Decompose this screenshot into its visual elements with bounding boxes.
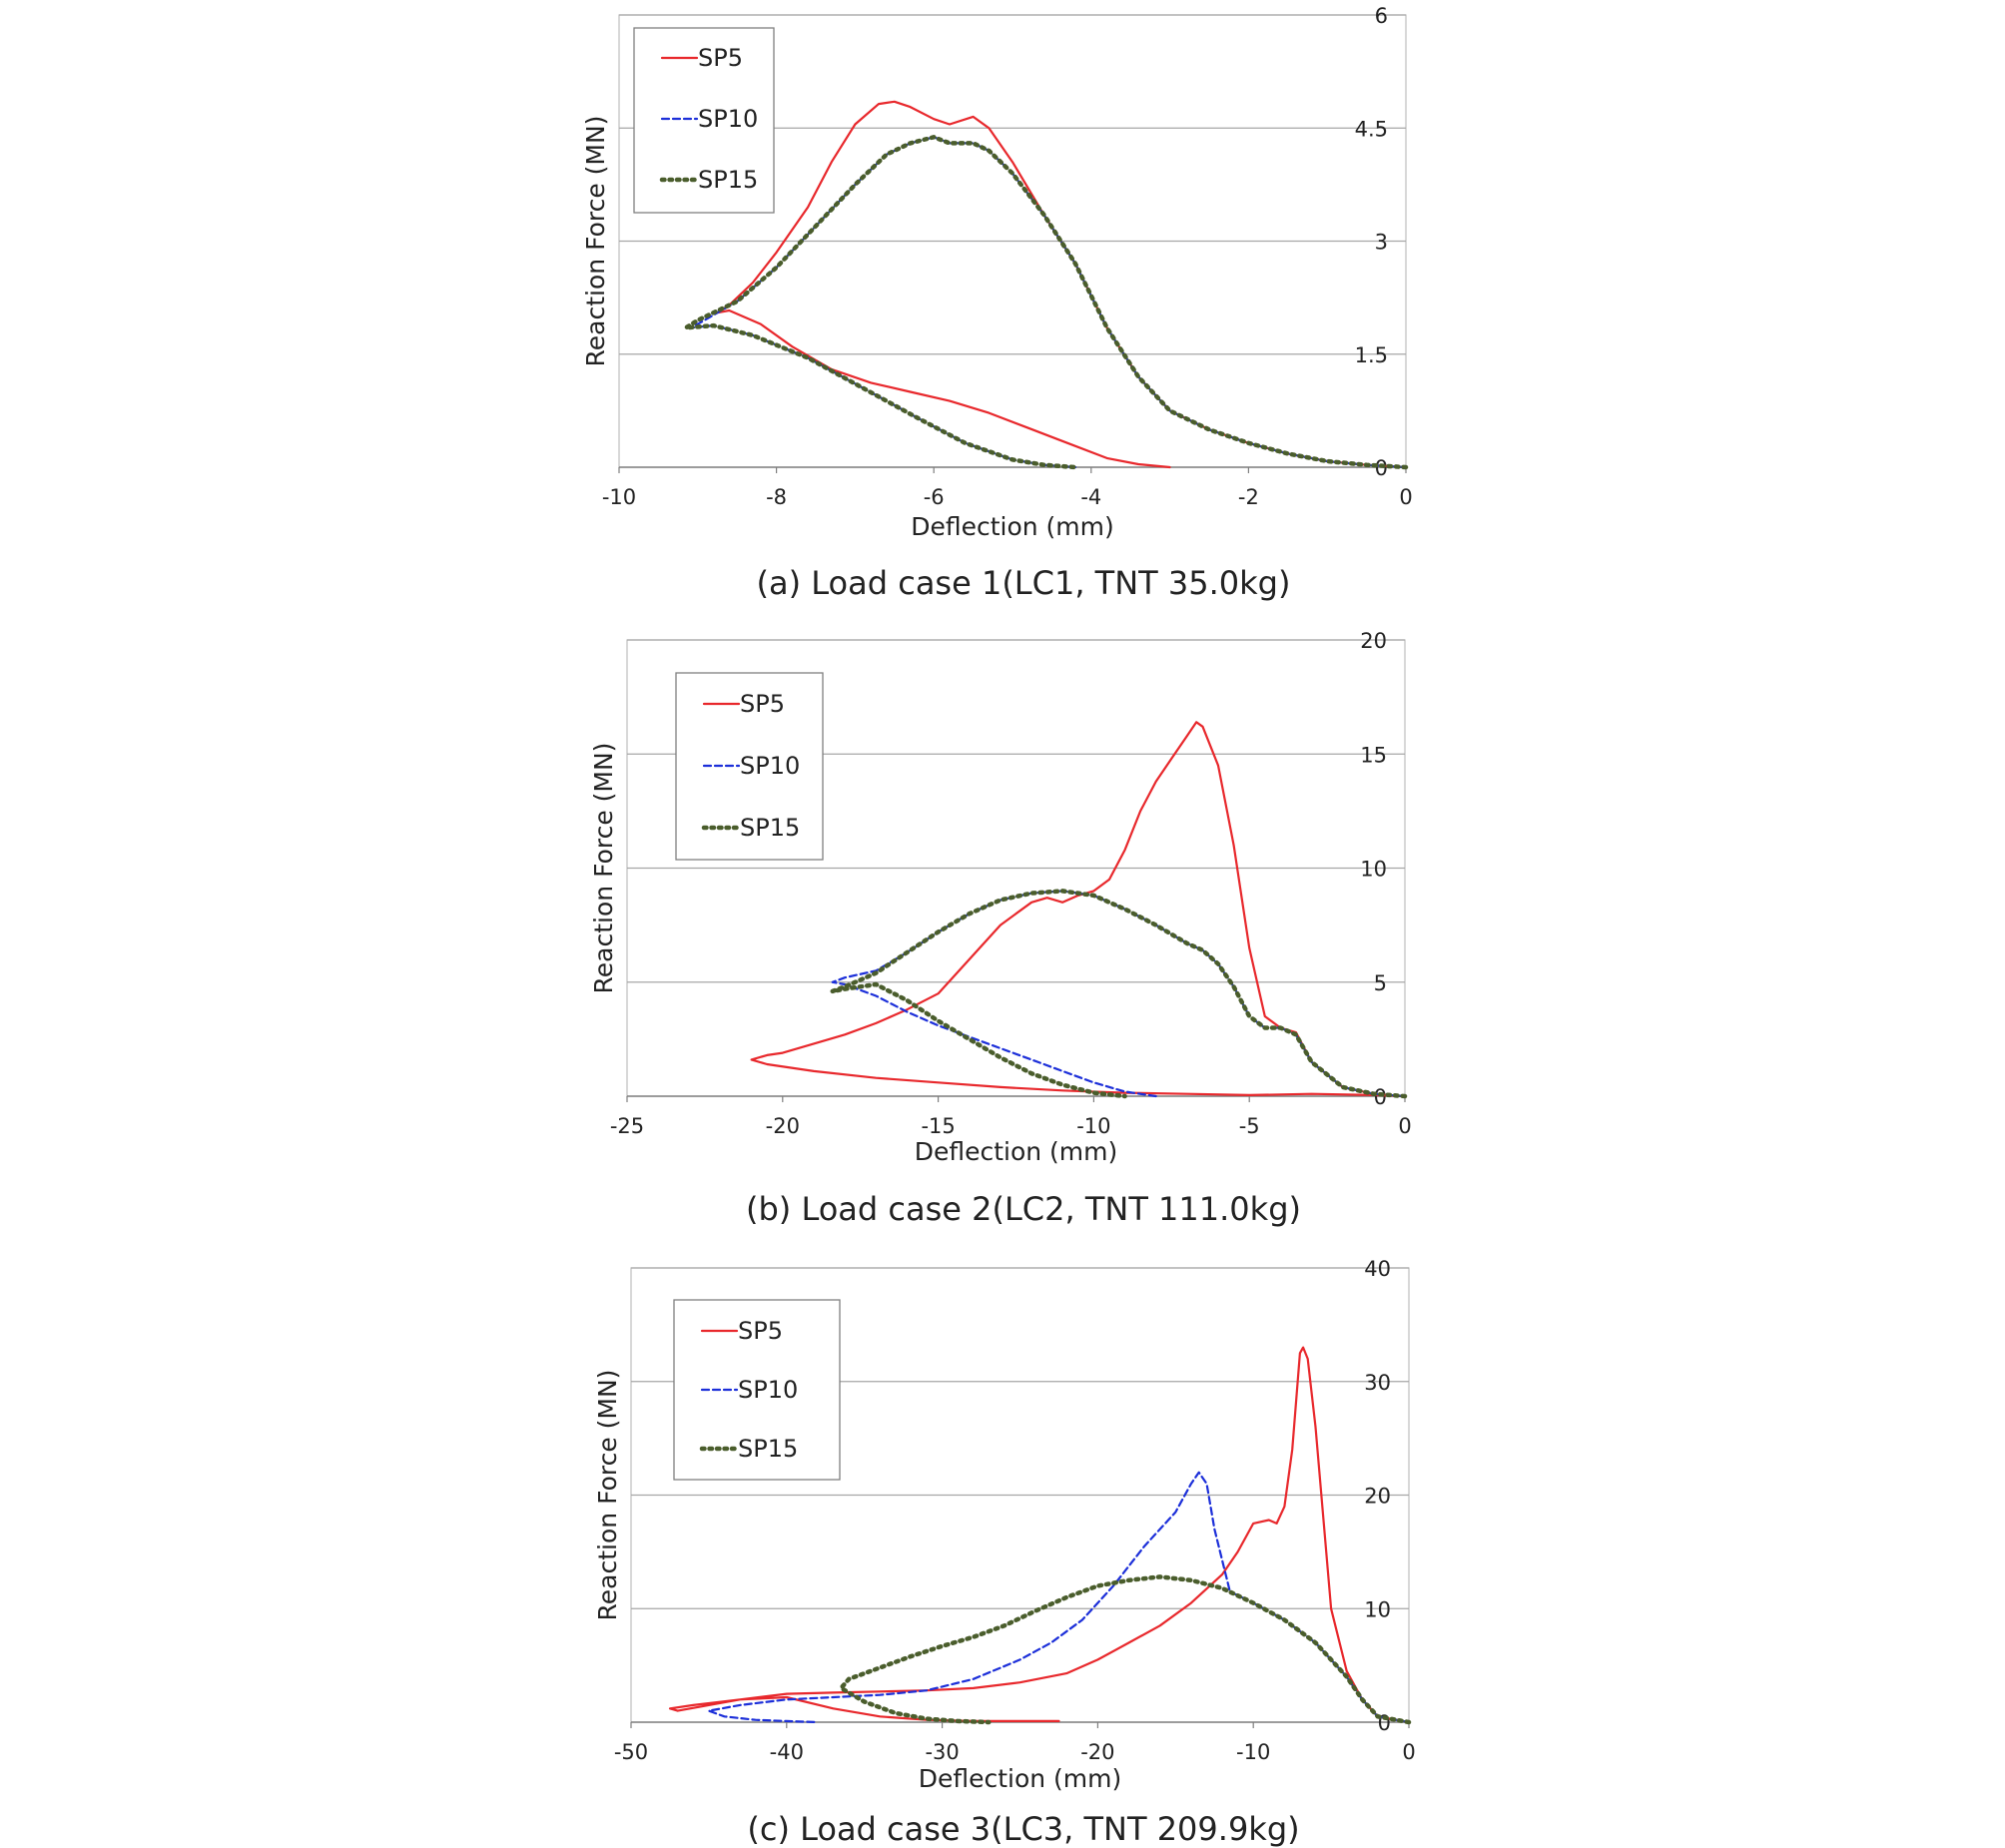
chart-panel-a: -10 -8 -6 -4 -2 00 1.5 3 4.5 6 Deflection (mm) Reac… — [581, 4, 1413, 602]
legend-label-sp10: SP10 — [740, 752, 800, 780]
x-tick-label: -30 — [925, 1740, 959, 1764]
legend-label-sp10: SP10 — [738, 1376, 798, 1404]
x-tick-label: -10 — [602, 485, 636, 509]
x-tick-label: -2 — [1238, 485, 1259, 509]
y-tick-label: 0 — [1375, 456, 1388, 480]
series-line-sp15 — [839, 1574, 1412, 1725]
x-tick-label: -40 — [770, 1740, 804, 1764]
figure-caption: (c) Load case 3(LC3, TNT 209.9kg) — [747, 1810, 1299, 1848]
series-line-sp5 — [750, 721, 1407, 1098]
legend: SP5 SP10 SP15 — [673, 1299, 841, 1481]
x-axis-label: Deflection (mm) — [911, 512, 1114, 541]
x-tick-label: 0 — [1398, 1114, 1411, 1138]
series-line-sp15 — [683, 135, 1409, 470]
x-tick-label: -4 — [1080, 485, 1101, 509]
series-line-sp5 — [668, 1346, 1411, 1724]
x-tick-label: -8 — [766, 485, 787, 509]
y-tick-label: 15 — [1360, 743, 1387, 767]
x-tick-label: -15 — [921, 1114, 955, 1138]
y-tick-label: 20 — [1360, 629, 1387, 653]
series-line-sp15 — [830, 889, 1408, 1099]
y-tick-label: 30 — [1364, 1371, 1391, 1395]
legend-label-sp5: SP5 — [738, 1317, 783, 1345]
figure-caption: (b) Load case 2(LC2, TNT 111.0kg) — [746, 1190, 1301, 1228]
y-tick-label: 4.5 — [1355, 117, 1388, 141]
legend-label-sp15: SP15 — [698, 166, 758, 194]
legend: SP5 SP10 SP15 — [633, 27, 775, 214]
x-tick-label: -10 — [1236, 1740, 1270, 1764]
legend-label-sp15: SP15 — [740, 814, 800, 842]
figure-caption: (a) Load case 1(LC1, TNT 35.0kg) — [757, 564, 1291, 602]
y-tick-label: 40 — [1364, 1257, 1391, 1281]
x-tick-label: -20 — [1080, 1740, 1114, 1764]
x-tick-label: -25 — [610, 1114, 644, 1138]
legend-label-sp5: SP5 — [698, 44, 743, 72]
y-tick-label: 10 — [1360, 858, 1387, 882]
legend-label-sp15: SP15 — [738, 1435, 798, 1463]
x-tick-label: -6 — [924, 485, 945, 509]
x-tick-label: 0 — [1402, 1740, 1415, 1764]
y-axis-label: Reaction Force (MN) — [581, 116, 610, 367]
legend-box — [633, 27, 775, 214]
x-tick-label: -50 — [614, 1740, 648, 1764]
y-axis-label: Reaction Force (MN) — [593, 1370, 622, 1621]
y-axis-label: Reaction Force (MN) — [589, 743, 618, 994]
y-tick-label: 5 — [1374, 971, 1387, 995]
y-tick-label: 1.5 — [1355, 343, 1388, 367]
legend-label-sp5: SP5 — [740, 690, 785, 718]
x-tick-label: -5 — [1239, 1114, 1260, 1138]
x-tick-label: 0 — [1399, 485, 1412, 509]
y-tick-label: 0 — [1374, 1085, 1387, 1109]
legend-box — [675, 672, 824, 861]
x-tick-label: -10 — [1076, 1114, 1110, 1138]
legend-label-sp10: SP10 — [698, 105, 758, 133]
y-tick-label: 3 — [1375, 231, 1388, 255]
chart-panel-b: -25 -20 -15 -10 -5 00 5 10 15 20 Deflection (mm) Re… — [589, 629, 1412, 1228]
x-tick-label: -20 — [766, 1114, 800, 1138]
legend: SP5 SP10 SP15 — [675, 672, 824, 861]
y-tick-label: 20 — [1364, 1485, 1391, 1509]
y-tick-label: 6 — [1375, 4, 1388, 28]
x-axis-label: Deflection (mm) — [919, 1764, 1122, 1793]
x-axis-label: Deflection (mm) — [915, 1137, 1118, 1166]
y-tick-label: 10 — [1364, 1597, 1391, 1621]
